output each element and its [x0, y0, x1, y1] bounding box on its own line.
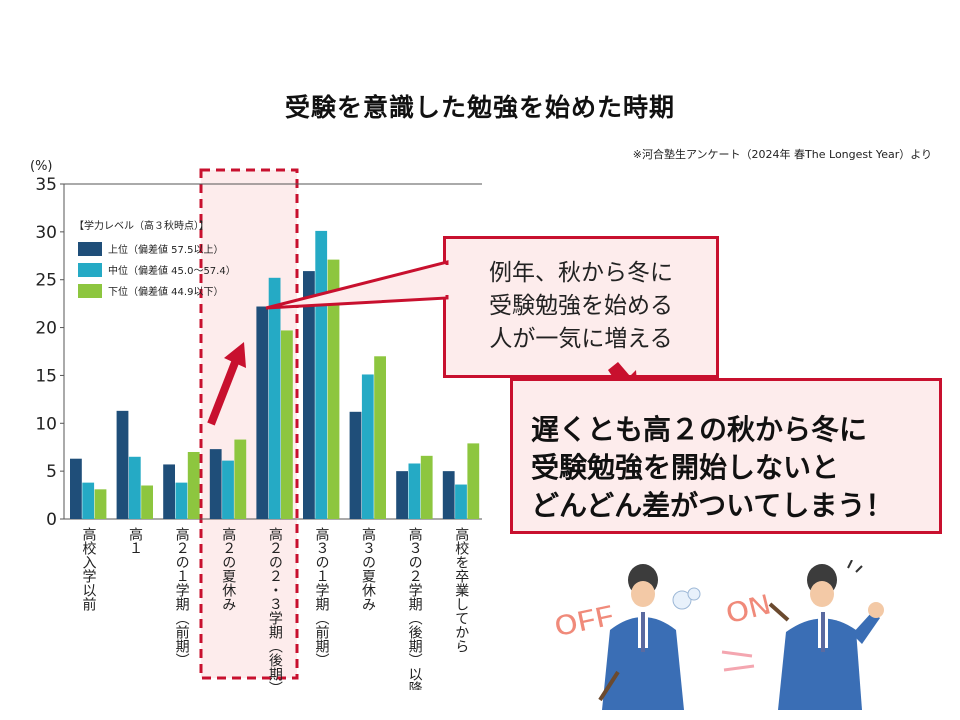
x-category-label: 高３の２学期（後期）以降: [407, 526, 423, 690]
off-label-icon: OFF: [551, 598, 618, 644]
x-category-label: 高校を卒業してから: [453, 526, 469, 653]
bar: [209, 449, 222, 519]
bar: [361, 374, 374, 519]
bar: [82, 482, 95, 519]
legend-swatch: [78, 263, 102, 277]
bar: [467, 443, 480, 519]
source-note: ※河合塾生アンケート（2024年 春The Longest Year）より: [632, 148, 932, 161]
callout-text: 例年、秋から冬に 受験勉強を始める 人が一気に増える: [489, 260, 673, 352]
y-tick-label: 10: [35, 414, 57, 434]
legend-swatch: [78, 284, 102, 298]
y-tick-label: 5: [46, 462, 57, 482]
bar: [303, 271, 315, 519]
bar: [141, 485, 153, 519]
y-tick-label: 25: [35, 271, 57, 291]
bar: [396, 471, 408, 519]
x-category-label: 高１: [127, 526, 143, 555]
bar: [187, 452, 200, 519]
svg-text:ON: ON: [722, 588, 774, 631]
callout-box: 例年、秋から冬に 受験勉強を始める 人が一気に増える: [443, 236, 719, 378]
y-tick-label: 0: [46, 510, 57, 530]
off-student-illustration: OFF: [551, 564, 701, 710]
conclusion-text: 遅くとも高２の秋から冬に 受験勉強を開始しないと どんどん差がついてしまう！: [531, 413, 894, 522]
bar: [222, 460, 234, 519]
y-tick-label: 30: [35, 223, 57, 243]
x-category-label: 高３の夏休み: [360, 526, 376, 611]
conclusion-box: 遅くとも高２の秋から冬に 受験勉強を開始しないと どんどん差がついてしまう！: [510, 378, 942, 534]
bar: [94, 489, 107, 519]
y-tick-label: 20: [35, 319, 57, 339]
bar: [281, 330, 293, 519]
bar: [374, 356, 386, 519]
bar: [268, 277, 281, 519]
bar: [349, 411, 362, 519]
bar: [327, 259, 340, 519]
bar: [315, 230, 328, 519]
bar: [408, 463, 421, 519]
legend-label: 上位（偏差値 57.5以上）: [108, 243, 223, 256]
legend-label: 下位（偏差値 44.9以下）: [108, 285, 223, 298]
page-title: 受験を意識した勉強を始めた時期: [284, 93, 675, 122]
on-student-illustration: ON: [721, 560, 884, 710]
legend-label: 中位（偏差値 45.0～57.4）: [108, 264, 236, 277]
legend-swatch: [78, 242, 102, 256]
x-category-label: 高３の１学期（前期）: [313, 526, 329, 667]
x-category-label: 高校入学以前: [80, 526, 96, 612]
rising-arrow-icon: [224, 342, 246, 368]
bar: [234, 439, 247, 519]
bar: [256, 306, 269, 519]
bar: [442, 471, 455, 519]
y-tick-label: 15: [35, 366, 57, 386]
svg-text:OFF: OFF: [551, 599, 617, 644]
x-category-label: 高２の夏休み: [220, 526, 236, 611]
y-tick-label: 35: [35, 175, 57, 195]
bar-chart: (%) 0 5 10 15 20 25 30 35 高校入学以前 高１ 高２の１学期（前期） 高２の夏休…: [30, 159, 482, 690]
bar: [175, 482, 188, 519]
bar: [163, 464, 175, 519]
bar: [70, 458, 82, 519]
bar: [128, 456, 141, 519]
y-unit-label: (%): [30, 159, 53, 174]
bar: [116, 410, 129, 519]
legend-title: 【学力レベル（高３秋時点）】: [74, 219, 209, 232]
rising-arrow-shaft: [207, 358, 240, 426]
bar: [420, 455, 433, 519]
x-category-label: 高２の２・３学期（後期）: [267, 526, 283, 690]
bar: [455, 484, 467, 519]
x-category-label: 高２の１学期（前期）: [174, 526, 190, 667]
on-label-icon: ON: [722, 587, 775, 631]
